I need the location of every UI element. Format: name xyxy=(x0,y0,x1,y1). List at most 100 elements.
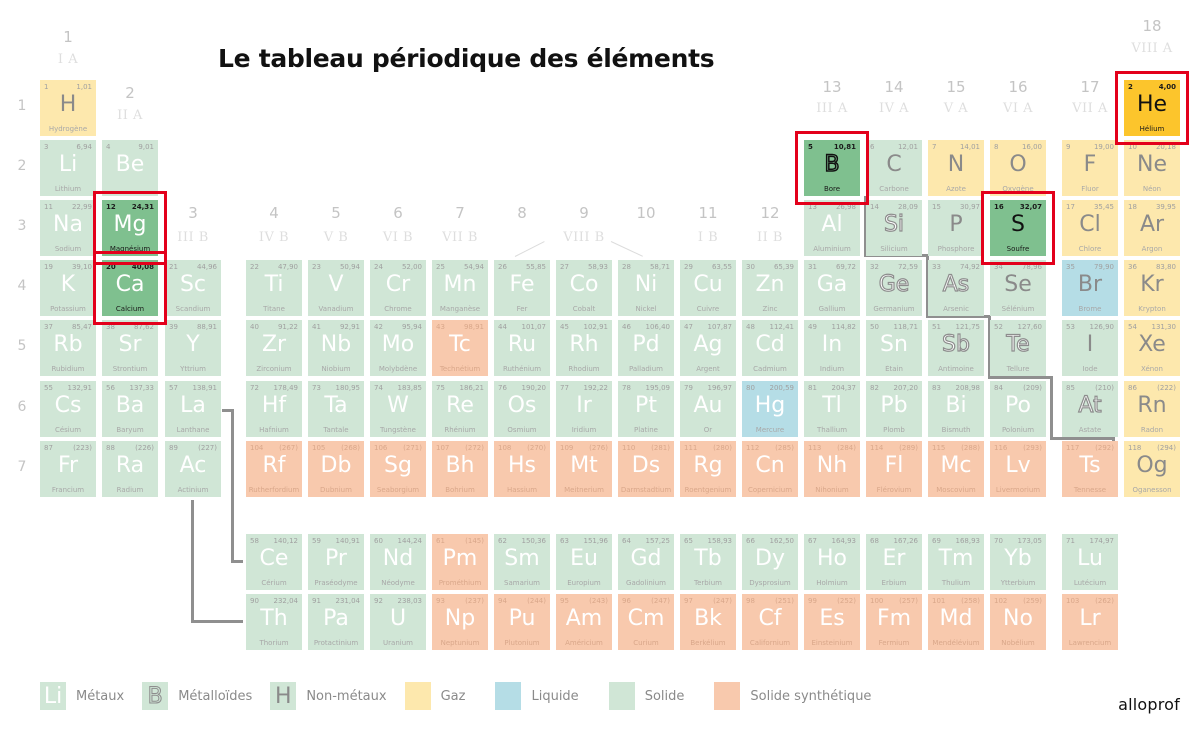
element-cell-f[interactable]: 9 19,00 F Fluor xyxy=(1062,140,1118,196)
element-cell-re[interactable]: 75 186,21 Re Rhénium xyxy=(432,381,488,437)
element-cell-cu[interactable]: 29 63,55 Cu Cuivre xyxy=(680,260,736,316)
element-cell-k[interactable]: 19 39,10 K Potassium xyxy=(40,260,96,316)
element-cell-cm[interactable]: 96 (247) Cm Curium xyxy=(618,594,674,650)
element-cell-hg[interactable]: 80 200,59 Hg Mercure xyxy=(742,381,798,437)
element-cell-ts[interactable]: 117 (292) Ts Tennesse xyxy=(1062,441,1118,497)
element-cell-ni[interactable]: 28 58,71 Ni Nickel xyxy=(618,260,674,316)
element-cell-md[interactable]: 101 (258) Md Mendélévium xyxy=(928,594,984,650)
element-cell-pu[interactable]: 94 (244) Pu Plutonium xyxy=(494,594,550,650)
element-cell-u[interactable]: 92 238,03 U Uranium xyxy=(370,594,426,650)
element-cell-tb[interactable]: 65 158,93 Tb Terbium xyxy=(680,534,736,590)
element-cell-th[interactable]: 90 232,04 Th Thorium xyxy=(246,594,302,650)
element-cell-na[interactable]: 11 22,99 Na Sodium xyxy=(40,200,96,256)
element-cell-ra[interactable]: 88 (226) Ra Radium xyxy=(102,441,158,497)
element-cell-n[interactable]: 7 14,01 N Azote xyxy=(928,140,984,196)
element-cell-sc[interactable]: 21 44,96 Sc Scandium xyxy=(165,260,221,316)
element-cell-er[interactable]: 68 167,26 Er Erbium xyxy=(866,534,922,590)
element-cell-mo[interactable]: 42 95,94 Mo Molybdène xyxy=(370,320,426,376)
element-cell-al[interactable]: 13 26,98 Al Aluminium xyxy=(804,200,860,256)
element-cell-pt[interactable]: 78 195,09 Pt Platine xyxy=(618,381,674,437)
element-cell-ho[interactable]: 67 164,93 Ho Holmium xyxy=(804,534,860,590)
element-cell-bi[interactable]: 83 208,98 Bi Bismuth xyxy=(928,381,984,437)
element-cell-v[interactable]: 23 50,94 V Vanadium xyxy=(308,260,364,316)
element-cell-s[interactable]: 16 32,07 S Soufre xyxy=(990,200,1046,256)
element-cell-in[interactable]: 49 114,82 In Indium xyxy=(804,320,860,376)
element-cell-ga[interactable]: 31 69,72 Ga Gallium xyxy=(804,260,860,316)
element-cell-bh[interactable]: 107 (272) Bh Bohrium xyxy=(432,441,488,497)
element-cell-kr[interactable]: 36 83,80 Kr Krypton xyxy=(1124,260,1180,316)
element-cell-mc[interactable]: 115 (288) Mc Moscovium xyxy=(928,441,984,497)
element-cell-w[interactable]: 74 183,85 W Tungstène xyxy=(370,381,426,437)
element-cell-sg[interactable]: 106 (271) Sg Seaborgium xyxy=(370,441,426,497)
element-cell-es[interactable]: 99 (252) Es Einsteinium xyxy=(804,594,860,650)
element-cell-se[interactable]: 34 78,96 Se Sélénium xyxy=(990,260,1046,316)
element-cell-fe[interactable]: 26 55,85 Fe Fer xyxy=(494,260,550,316)
element-cell-rb[interactable]: 37 85,47 Rb Rubidium xyxy=(40,320,96,376)
element-cell-li[interactable]: 3 6,94 Li Lithium xyxy=(40,140,96,196)
element-cell-co[interactable]: 27 58,93 Co Cobalt xyxy=(556,260,612,316)
element-cell-pr[interactable]: 59 140,91 Pr Praséodyme xyxy=(308,534,364,590)
element-cell-rf[interactable]: 104 (267) Rf Rutherfordium xyxy=(246,441,302,497)
element-cell-sm[interactable]: 62 150,36 Sm Samarium xyxy=(494,534,550,590)
element-cell-np[interactable]: 93 (237) Np Neptunium xyxy=(432,594,488,650)
element-cell-h[interactable]: 1 1,01 H Hydrogène xyxy=(40,80,96,136)
element-cell-no[interactable]: 102 (259) No Nobélium xyxy=(990,594,1046,650)
element-cell-cs[interactable]: 55 132,91 Cs Césium xyxy=(40,381,96,437)
element-cell-si[interactable]: 14 28,09 Si Silicium xyxy=(866,200,922,256)
element-cell-db[interactable]: 105 (268) Db Dubnium xyxy=(308,441,364,497)
element-cell-nb[interactable]: 41 92,91 Nb Niobium xyxy=(308,320,364,376)
element-cell-pb[interactable]: 82 207,20 Pb Plomb xyxy=(866,381,922,437)
element-cell-y[interactable]: 39 88,91 Y Yttrium xyxy=(165,320,221,376)
element-cell-o[interactable]: 8 16,00 O Oxygène xyxy=(990,140,1046,196)
element-cell-ce[interactable]: 58 140,12 Ce Cérium xyxy=(246,534,302,590)
element-cell-he[interactable]: 2 4,00 He Hélium xyxy=(1124,80,1180,136)
element-cell-mg[interactable]: 12 24,31 Mg Magnésium xyxy=(102,200,158,256)
element-cell-ge[interactable]: 32 72,59 Ge Germanium xyxy=(866,260,922,316)
element-cell-ti[interactable]: 22 47,90 Ti Titane xyxy=(246,260,302,316)
element-cell-bk[interactable]: 97 (247) Bk Berkélium xyxy=(680,594,736,650)
element-cell-rg[interactable]: 111 (280) Rg Roentgenium xyxy=(680,441,736,497)
element-cell-b[interactable]: 5 10,81 B Bore xyxy=(804,140,860,196)
element-cell-ba[interactable]: 56 137,33 Ba Baryum xyxy=(102,381,158,437)
element-cell-rn[interactable]: 86 (222) Rn Radon xyxy=(1124,381,1180,437)
element-cell-am[interactable]: 95 (243) Am Américium xyxy=(556,594,612,650)
element-cell-fr[interactable]: 87 (223) Fr Francium xyxy=(40,441,96,497)
element-cell-ne[interactable]: 10 20,18 Ne Néon xyxy=(1124,140,1180,196)
element-cell-fl[interactable]: 114 (289) Fl Flérovium xyxy=(866,441,922,497)
element-cell-fm[interactable]: 100 (257) Fm Fermium xyxy=(866,594,922,650)
element-cell-be[interactable]: 4 9,01 Be xyxy=(102,140,158,196)
element-cell-xe[interactable]: 54 131,30 Xe Xénon xyxy=(1124,320,1180,376)
element-cell-cr[interactable]: 24 52,00 Cr Chrome xyxy=(370,260,426,316)
element-cell-lu[interactable]: 71 174,97 Lu Lutécium xyxy=(1062,534,1118,590)
element-cell-p[interactable]: 15 30,97 P Phosphore xyxy=(928,200,984,256)
element-cell-rh[interactable]: 45 102,91 Rh Rhodium xyxy=(556,320,612,376)
element-cell-mn[interactable]: 25 54,94 Mn Manganèse xyxy=(432,260,488,316)
element-cell-yb[interactable]: 70 173,05 Yb Ytterbium xyxy=(990,534,1046,590)
element-cell-zn[interactable]: 30 65,39 Zn Zinc xyxy=(742,260,798,316)
element-cell-pd[interactable]: 46 106,40 Pd Palladium xyxy=(618,320,674,376)
element-cell-cn[interactable]: 112 (285) Cn Copernicium xyxy=(742,441,798,497)
element-cell-lv[interactable]: 116 (293) Lv Livermorium xyxy=(990,441,1046,497)
element-cell-ds[interactable]: 110 (281) Ds Darmstadtium xyxy=(618,441,674,497)
element-cell-ag[interactable]: 47 107,87 Ag Argent xyxy=(680,320,736,376)
element-cell-cd[interactable]: 48 112,41 Cd Cadmium xyxy=(742,320,798,376)
element-cell-zr[interactable]: 40 91,22 Zr Zirconium xyxy=(246,320,302,376)
element-cell-pa[interactable]: 91 231,04 Pa Protactinium xyxy=(308,594,364,650)
element-cell-pm[interactable]: 61 (145) Pm Prométhium xyxy=(432,534,488,590)
element-cell-cf[interactable]: 98 (251) Cf Californium xyxy=(742,594,798,650)
element-cell-ar[interactable]: 18 39,95 Ar Argon xyxy=(1124,200,1180,256)
element-cell-lr[interactable]: 103 (262) Lr Lawrencium xyxy=(1062,594,1118,650)
element-cell-ru[interactable]: 44 101,07 Ru Ruthénium xyxy=(494,320,550,376)
element-cell-ca[interactable]: 20 40,08 Ca Calcium xyxy=(102,260,158,316)
element-cell-hs[interactable]: 108 (270) Hs Hassium xyxy=(494,441,550,497)
element-cell-sb[interactable]: 51 121,75 Sb Antimoine xyxy=(928,320,984,376)
element-cell-po[interactable]: 84 (209) Po Polonium xyxy=(990,381,1046,437)
element-cell-mt[interactable]: 109 (276) Mt Meitnerium xyxy=(556,441,612,497)
element-cell-la[interactable]: 57 138,91 La Lanthane xyxy=(165,381,221,437)
element-cell-br[interactable]: 35 79,90 Br Brome xyxy=(1062,260,1118,316)
element-cell-te[interactable]: 52 127,60 Te Tellure xyxy=(990,320,1046,376)
element-cell-sn[interactable]: 50 118,71 Sn Étain xyxy=(866,320,922,376)
element-cell-os[interactable]: 76 190,20 Os Osmium xyxy=(494,381,550,437)
element-cell-dy[interactable]: 66 162,50 Dy Dysprosium xyxy=(742,534,798,590)
element-cell-tm[interactable]: 69 168,93 Tm Thulium xyxy=(928,534,984,590)
